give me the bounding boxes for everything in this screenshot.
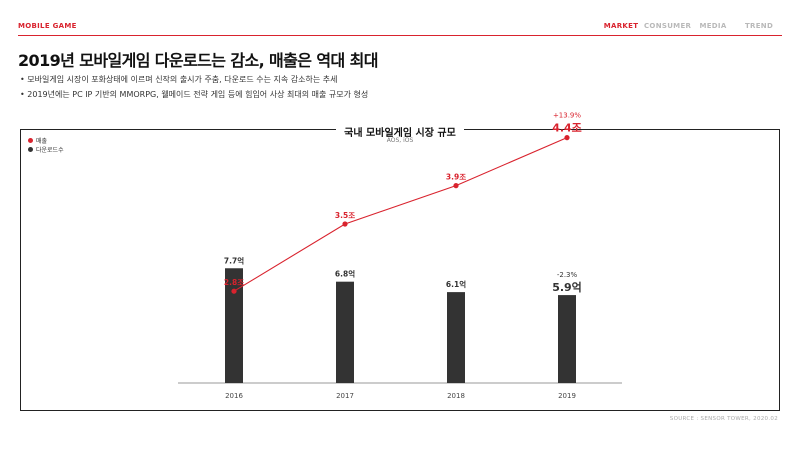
legend-label-downloads: 다운로드수	[36, 147, 64, 154]
download-bar-label: 6.1억	[446, 279, 466, 289]
download-bar-label: 7.7억	[224, 255, 244, 265]
page-title: 2019년 모바일게임 다운로드는 감소, 매출은 역대 최대	[18, 51, 378, 70]
chart-legend: 매출 다운로드수	[28, 136, 64, 154]
top-nav: MARKET CONSUMER MEDIA TREND	[598, 22, 782, 30]
x-tick-label: 2017	[336, 392, 354, 400]
chart-subtitle: AOS, iOS	[386, 137, 414, 144]
chart-title: 국내 모바일게임 시장 규모	[336, 128, 464, 139]
revenue-point	[564, 135, 570, 141]
nav-tab-media[interactable]: MEDIA	[699, 22, 727, 30]
download-bar	[447, 292, 465, 383]
bullet-list: 모바일게임 시장이 포화상태에 이르며 신작의 출시가 주춤, 다운로드 수는 …	[20, 72, 368, 102]
download-change-label: -2.3%	[557, 271, 578, 279]
legend-item-revenue: 매출	[28, 136, 64, 145]
legend-dot-revenue	[28, 138, 33, 143]
nav-tab-consumer[interactable]: CONSUMER	[644, 22, 692, 30]
revenue-point-label: 3.9조	[446, 173, 466, 182]
legend-item-downloads: 다운로드수	[28, 145, 64, 154]
source-note: SOURCE : SENSOR TOWER, 2020.02	[669, 416, 778, 422]
download-bar-label: 6.8억	[335, 269, 355, 279]
revenue-line	[233, 137, 568, 292]
revenue-point-label: 2.8조	[224, 278, 244, 287]
legend-dot-downloads	[28, 147, 33, 152]
revenue-point-label: 4.4조	[552, 122, 582, 135]
revenue-change-label: +13.9%	[553, 112, 581, 120]
revenue-point	[453, 183, 459, 189]
header-divider	[18, 35, 782, 36]
x-tick-label: 2016	[225, 392, 243, 400]
section-label: MOBILE GAME	[18, 22, 77, 30]
download-bar	[336, 281, 354, 383]
legend-label-revenue: 매출	[36, 138, 48, 145]
download-bar	[558, 295, 576, 383]
revenue-point	[231, 288, 237, 294]
revenue-point-label: 3.5조	[335, 211, 355, 220]
top-bar: MOBILE GAME MARKET CONSUMER MEDIA TREND	[18, 22, 782, 36]
bullet-item: 2019년에는 PC IP 기반의 MMORPG, 웰메이드 전략 게임 등에 …	[20, 87, 368, 102]
revenue-point	[342, 221, 348, 227]
chart-title-wrap: 국내 모바일게임 시장 규모	[0, 121, 800, 140]
x-tick-label: 2019	[558, 392, 576, 400]
bullet-item: 모바일게임 시장이 포화상태에 이르며 신작의 출시가 주춤, 다운로드 수는 …	[20, 72, 368, 87]
x-tick-label: 2018	[447, 392, 465, 400]
nav-tab-market[interactable]: MARKET	[603, 22, 639, 30]
download-bar-label: 5.9억	[552, 281, 582, 294]
nav-tab-trend[interactable]: TREND	[744, 22, 774, 30]
download-bar	[225, 268, 243, 383]
